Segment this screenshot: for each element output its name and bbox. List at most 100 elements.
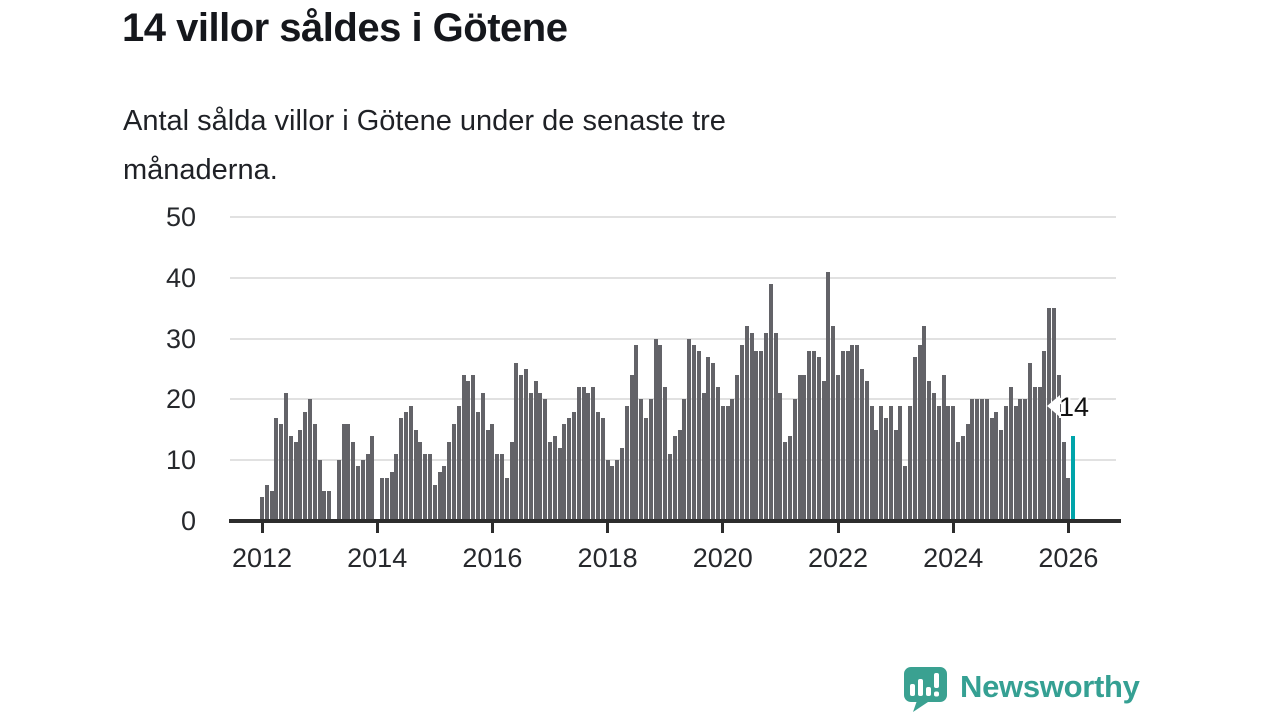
bar: [951, 405, 956, 521]
bar: [831, 326, 836, 521]
bar: [850, 344, 855, 521]
grid-line: [230, 216, 1116, 218]
bar: [260, 496, 264, 521]
bar: [1018, 399, 1023, 521]
bar: [524, 369, 528, 521]
bar: [1023, 399, 1028, 521]
bar: [735, 375, 740, 521]
bar: [466, 381, 471, 521]
bar: [946, 405, 951, 521]
x-axis-tick: [721, 522, 725, 533]
bar: [548, 442, 552, 521]
bar: [365, 454, 370, 521]
bar: [1037, 387, 1042, 521]
bar: [778, 393, 783, 521]
bar: [663, 387, 668, 521]
bar: [476, 411, 480, 521]
bar: [816, 356, 821, 521]
bar: [980, 399, 984, 521]
bar: [855, 344, 860, 521]
subtitle-line-1: Antal sålda villor i Götene under de sen…: [123, 105, 726, 137]
bar: [572, 411, 576, 521]
bar: [605, 460, 610, 521]
bar: [740, 344, 744, 521]
bar: [1028, 362, 1032, 521]
bar: [509, 442, 514, 521]
bar: [932, 393, 936, 521]
x-axis-label: 2020: [692, 543, 753, 573]
bar: [879, 405, 884, 521]
grid-line: [230, 276, 1116, 279]
x-axis-line: [229, 519, 1121, 523]
bar: [802, 375, 807, 521]
bar: [821, 381, 826, 521]
x-axis-label: 2018: [577, 543, 638, 573]
bar: [692, 344, 696, 521]
bar: [888, 405, 893, 521]
bar: [812, 350, 816, 521]
x-axis-label: 2016: [462, 543, 523, 573]
x-axis-label: 2026: [1038, 543, 1099, 573]
bar: [956, 442, 960, 521]
bar: [269, 490, 274, 521]
bar: [437, 472, 442, 521]
bar: [629, 375, 634, 521]
bar: [279, 423, 284, 521]
bar: [773, 332, 778, 521]
bar: [264, 484, 269, 521]
bar: [701, 393, 706, 521]
bar: [533, 381, 538, 521]
bar: [658, 344, 663, 521]
bar: [591, 387, 596, 521]
bar: [418, 442, 423, 521]
bar: [677, 429, 682, 521]
bar: [351, 442, 356, 521]
bar: [543, 399, 548, 521]
bar: [384, 478, 389, 521]
bar: [600, 417, 605, 521]
bar: [336, 460, 341, 521]
bar: [687, 338, 692, 521]
bar: [500, 454, 504, 521]
bar: [922, 326, 927, 521]
bar: [941, 375, 946, 521]
bar: [994, 411, 999, 521]
bar: [356, 466, 360, 521]
bar: [404, 411, 408, 521]
y-axis-label: 50: [165, 202, 196, 232]
x-axis-tick: [951, 522, 955, 533]
bar: [965, 423, 970, 521]
bar: [874, 429, 879, 521]
x-axis-label: 2024: [923, 543, 984, 573]
bar: [413, 429, 418, 521]
y-axis-label: 20: [165, 384, 196, 415]
bar: [322, 490, 327, 521]
bar: [797, 375, 802, 521]
bar: [754, 350, 759, 521]
grid-line: [230, 337, 1116, 340]
highlight-bar: [1071, 435, 1076, 521]
bar: [514, 362, 519, 521]
bar: [898, 405, 903, 521]
highlight-annotation: 14: [1047, 392, 1089, 423]
bar: [552, 435, 557, 521]
bar: [557, 448, 562, 521]
bar: [298, 429, 303, 521]
x-axis-tick: [606, 522, 610, 533]
bar: [447, 442, 452, 521]
bar: [893, 429, 898, 521]
bar: [908, 405, 912, 521]
subtitle-line-2: månaderna.: [123, 154, 278, 186]
bar: [428, 454, 432, 521]
bar: [456, 405, 461, 521]
bar: [581, 387, 586, 521]
bar: [408, 405, 413, 521]
bar: [288, 435, 293, 521]
x-axis-tick: [1066, 522, 1070, 533]
bar: [1061, 442, 1066, 521]
bar: [624, 405, 629, 521]
bar: [884, 417, 888, 521]
bar: [394, 454, 399, 521]
